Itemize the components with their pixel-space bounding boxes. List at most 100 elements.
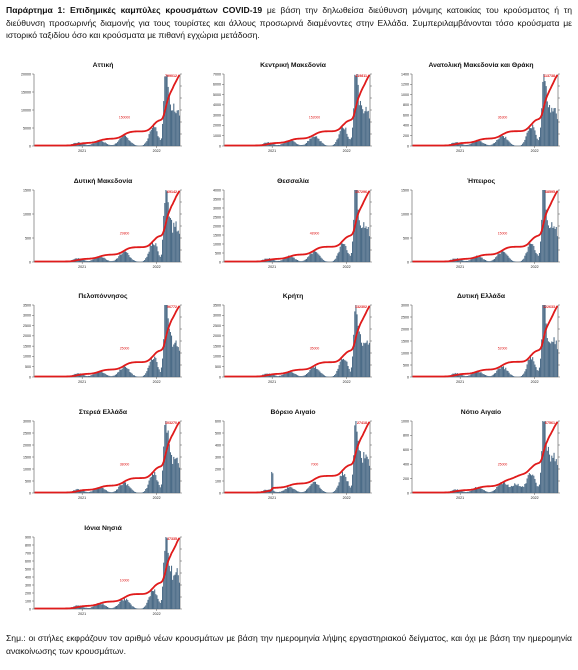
y-tick-label: 500 — [215, 365, 221, 369]
y-tick-label: 100 — [215, 479, 221, 483]
bar — [124, 600, 127, 609]
bar — [91, 260, 93, 262]
bar — [276, 145, 278, 146]
bar — [478, 486, 480, 493]
bar — [368, 118, 370, 146]
bar — [147, 138, 149, 146]
chart-panel: Δυτική Μακεδονία 0 500 1000 1500 2021 2022 6914… — [14, 178, 192, 278]
bar — [271, 259, 273, 262]
bar — [104, 605, 106, 609]
bar — [178, 350, 180, 377]
bar — [305, 258, 308, 262]
bar — [141, 608, 143, 609]
bar — [85, 607, 87, 609]
bar — [511, 375, 514, 377]
bar — [135, 145, 137, 146]
bar — [303, 375, 305, 377]
bar — [160, 600, 162, 609]
bar — [107, 144, 109, 146]
bar — [93, 143, 95, 146]
bar — [526, 364, 528, 377]
bar — [166, 538, 168, 609]
bar — [112, 491, 114, 493]
bar — [547, 446, 549, 493]
bar — [171, 219, 173, 262]
bar — [301, 261, 303, 262]
bar — [464, 376, 466, 377]
y-tick-label: 4000 — [213, 103, 221, 107]
bar — [347, 481, 349, 493]
bar — [102, 257, 104, 262]
bar — [291, 372, 293, 377]
bar — [501, 366, 503, 377]
bar — [142, 144, 145, 146]
bar — [533, 127, 535, 146]
y-tick-label: 0 — [29, 491, 31, 495]
bar — [276, 491, 278, 493]
bar — [343, 475, 345, 493]
bar — [365, 454, 367, 493]
bar — [555, 226, 557, 262]
bar — [524, 483, 526, 493]
bar — [551, 107, 553, 146]
bar — [304, 490, 306, 493]
y-tick-label: 500 — [25, 479, 31, 483]
bar — [108, 144, 110, 146]
bar — [124, 482, 127, 493]
bar — [173, 222, 175, 262]
chart-title: Ήπειρος — [466, 178, 496, 185]
bar — [544, 81, 546, 146]
bar — [112, 375, 114, 377]
y-tick-label: 0 — [407, 375, 409, 379]
cumulative-mid-label: 150000 — [119, 116, 130, 120]
bar — [126, 367, 128, 377]
bar — [277, 492, 279, 493]
bar — [167, 202, 169, 262]
bar — [318, 485, 320, 493]
bar — [165, 76, 167, 146]
bar — [158, 601, 160, 609]
bar — [495, 489, 497, 493]
bar — [271, 471, 273, 493]
bar — [514, 261, 516, 262]
bar — [335, 142, 337, 146]
bar — [174, 111, 176, 146]
bar — [120, 599, 122, 609]
bar — [293, 141, 295, 146]
bar — [361, 105, 363, 146]
y-tick-label: 3500 — [213, 303, 221, 307]
bar — [537, 140, 539, 146]
x-tick-label: 2022 — [343, 496, 351, 500]
y-tick-label: 1000 — [401, 351, 409, 355]
bar — [520, 376, 523, 377]
bar — [525, 369, 527, 377]
bar — [147, 599, 149, 609]
bar — [129, 372, 131, 377]
bar — [540, 241, 542, 262]
bar — [487, 491, 489, 493]
bar — [126, 485, 128, 493]
bar — [123, 251, 125, 262]
bar — [556, 349, 558, 377]
bar — [120, 254, 122, 262]
bar — [469, 491, 471, 493]
bar — [175, 340, 177, 377]
bar — [95, 257, 97, 262]
bar — [280, 144, 282, 146]
bar — [133, 260, 136, 262]
bar — [506, 139, 508, 146]
bar — [280, 260, 282, 262]
bar — [323, 144, 326, 146]
bar — [83, 144, 85, 146]
bar — [157, 136, 159, 146]
chart-panel: Θεσσαλία 0 500 1000 1500 2000 2500 3000 3500 4000… — [204, 178, 382, 278]
bar — [81, 489, 83, 493]
bar — [167, 430, 169, 493]
bar — [174, 226, 176, 262]
bar — [176, 457, 178, 493]
bar — [300, 145, 302, 146]
bar — [92, 143, 94, 146]
x-tick-label: 2021 — [78, 496, 86, 500]
bar — [86, 260, 88, 262]
cumulative-line — [412, 190, 559, 263]
